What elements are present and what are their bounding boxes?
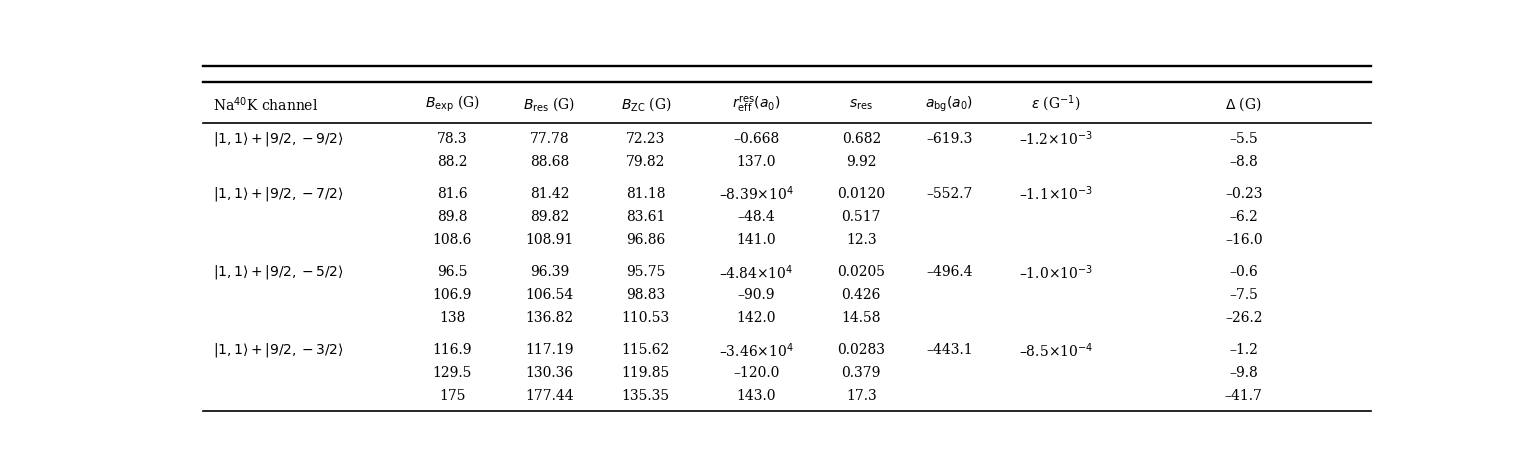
Text: 142.0: 142.0	[736, 311, 776, 325]
Text: 78.3: 78.3	[438, 132, 468, 146]
Text: 12.3: 12.3	[846, 233, 877, 247]
Text: –8.8: –8.8	[1230, 155, 1258, 169]
Text: 110.53: 110.53	[621, 311, 670, 325]
Text: 106.54: 106.54	[525, 288, 574, 302]
Text: $|1,1\rangle +|9/2, -3/2\rangle$: $|1,1\rangle +|9/2, -3/2\rangle$	[213, 341, 343, 359]
Text: 175: 175	[439, 389, 465, 403]
Text: 129.5: 129.5	[433, 366, 473, 380]
Text: 96.39: 96.39	[529, 265, 569, 279]
Text: 0.0205: 0.0205	[837, 265, 886, 279]
Text: 108.6: 108.6	[433, 233, 473, 247]
Text: –0.668: –0.668	[733, 132, 779, 146]
Text: –496.4: –496.4	[926, 265, 973, 279]
Text: 81.6: 81.6	[438, 187, 468, 201]
Text: 137.0: 137.0	[736, 155, 776, 169]
Text: 81.18: 81.18	[626, 187, 666, 201]
Text: $B_{\rm exp}$ (G): $B_{\rm exp}$ (G)	[425, 94, 480, 115]
Text: –3.46×10$^{4}$: –3.46×10$^{4}$	[719, 341, 794, 360]
Text: 0.426: 0.426	[842, 288, 881, 302]
Text: 138: 138	[439, 311, 465, 325]
Text: 89.82: 89.82	[529, 210, 569, 224]
Text: 88.68: 88.68	[529, 155, 569, 169]
Text: –7.5: –7.5	[1229, 288, 1258, 302]
Text: 72.23: 72.23	[626, 132, 666, 146]
Text: –8.5×10$^{-4}$: –8.5×10$^{-4}$	[1019, 341, 1092, 360]
Text: 106.9: 106.9	[433, 288, 473, 302]
Text: $B_{\rm res}$ (G): $B_{\rm res}$ (G)	[523, 95, 575, 113]
Text: $r_{\rm eff}^{\rm res}(a_0)$: $r_{\rm eff}^{\rm res}(a_0)$	[731, 94, 780, 114]
Text: 177.44: 177.44	[525, 389, 574, 403]
Text: 96.86: 96.86	[626, 233, 666, 247]
Text: –5.5: –5.5	[1230, 132, 1258, 146]
Text: –9.8: –9.8	[1230, 366, 1258, 380]
Text: 88.2: 88.2	[438, 155, 468, 169]
Text: $|1,1\rangle +|9/2, -5/2\rangle$: $|1,1\rangle +|9/2, -5/2\rangle$	[213, 263, 343, 281]
Text: 98.83: 98.83	[626, 288, 666, 302]
Text: 135.35: 135.35	[621, 389, 670, 403]
Text: –16.0: –16.0	[1226, 233, 1262, 247]
Text: 95.75: 95.75	[626, 265, 666, 279]
Text: $|1,1\rangle +|9/2, -7/2\rangle$: $|1,1\rangle +|9/2, -7/2\rangle$	[213, 185, 343, 203]
Text: 136.82: 136.82	[525, 311, 574, 325]
Text: –1.2×10$^{-3}$: –1.2×10$^{-3}$	[1019, 130, 1092, 148]
Text: 141.0: 141.0	[736, 233, 776, 247]
Text: –6.2: –6.2	[1230, 210, 1258, 224]
Text: 143.0: 143.0	[736, 389, 776, 403]
Text: 0.0283: 0.0283	[837, 343, 886, 357]
Text: –120.0: –120.0	[733, 366, 779, 380]
Text: –4.84×10$^{4}$: –4.84×10$^{4}$	[719, 263, 793, 282]
Text: 77.78: 77.78	[529, 132, 569, 146]
Text: 83.61: 83.61	[626, 210, 666, 224]
Text: –619.3: –619.3	[926, 132, 973, 146]
Text: –1.1×10$^{-3}$: –1.1×10$^{-3}$	[1019, 185, 1092, 203]
Text: 17.3: 17.3	[846, 389, 877, 403]
Text: $\Delta$ (G): $\Delta$ (G)	[1226, 95, 1262, 113]
Text: 14.58: 14.58	[842, 311, 881, 325]
Text: $|1,1\rangle +|9/2, -9/2\rangle$: $|1,1\rangle +|9/2, -9/2\rangle$	[213, 130, 343, 148]
Text: 119.85: 119.85	[621, 366, 670, 380]
Text: $a_{\rm bg}(a_0)$: $a_{\rm bg}(a_0)$	[926, 95, 973, 114]
Text: 117.19: 117.19	[525, 343, 574, 357]
Text: 9.92: 9.92	[846, 155, 877, 169]
Text: 79.82: 79.82	[626, 155, 666, 169]
Text: –90.9: –90.9	[737, 288, 774, 302]
Text: 81.42: 81.42	[529, 187, 569, 201]
Text: –443.1: –443.1	[926, 343, 973, 357]
Text: $s_{\rm res}$: $s_{\rm res}$	[849, 97, 874, 111]
Text: 116.9: 116.9	[433, 343, 473, 357]
Text: 0.0120: 0.0120	[837, 187, 886, 201]
Text: 115.62: 115.62	[621, 343, 670, 357]
Text: Na$^{40}$K channel: Na$^{40}$K channel	[213, 95, 318, 114]
Text: –1.0×10$^{-3}$: –1.0×10$^{-3}$	[1019, 263, 1092, 282]
Text: –0.23: –0.23	[1226, 187, 1262, 201]
Text: 0.682: 0.682	[842, 132, 881, 146]
Text: –48.4: –48.4	[737, 210, 776, 224]
Text: 0.379: 0.379	[842, 366, 881, 380]
Text: –1.2: –1.2	[1229, 343, 1258, 357]
Text: –8.39×10$^{4}$: –8.39×10$^{4}$	[719, 185, 794, 203]
Text: $\varepsilon$ (G$^{-1}$): $\varepsilon$ (G$^{-1}$)	[1031, 94, 1080, 114]
Text: 89.8: 89.8	[438, 210, 468, 224]
Text: 108.91: 108.91	[525, 233, 574, 247]
Text: –0.6: –0.6	[1230, 265, 1258, 279]
Text: 130.36: 130.36	[525, 366, 574, 380]
Text: 96.5: 96.5	[438, 265, 468, 279]
Text: –26.2: –26.2	[1226, 311, 1262, 325]
Text: 0.517: 0.517	[842, 210, 881, 224]
Text: –552.7: –552.7	[926, 187, 973, 201]
Text: $B_{\rm ZC}$ (G): $B_{\rm ZC}$ (G)	[621, 95, 672, 113]
Text: –41.7: –41.7	[1226, 389, 1262, 403]
